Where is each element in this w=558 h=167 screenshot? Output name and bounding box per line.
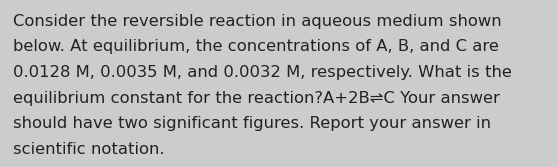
Text: equilibrium constant for the reaction?A+2B⇌C Your answer: equilibrium constant for the reaction?A+… [13,91,500,106]
Text: below. At equilibrium, the concentrations of A, B, and C are: below. At equilibrium, the concentration… [13,40,499,54]
Text: should have two significant figures. Report your answer in: should have two significant figures. Rep… [13,116,491,131]
Text: scientific notation.: scientific notation. [13,141,165,156]
Text: 0.0128 M, 0.0035 M, and 0.0032 M, respectively. What is the: 0.0128 M, 0.0035 M, and 0.0032 M, respec… [13,65,512,80]
Text: Consider the reversible reaction in aqueous medium shown: Consider the reversible reaction in aque… [13,14,502,29]
